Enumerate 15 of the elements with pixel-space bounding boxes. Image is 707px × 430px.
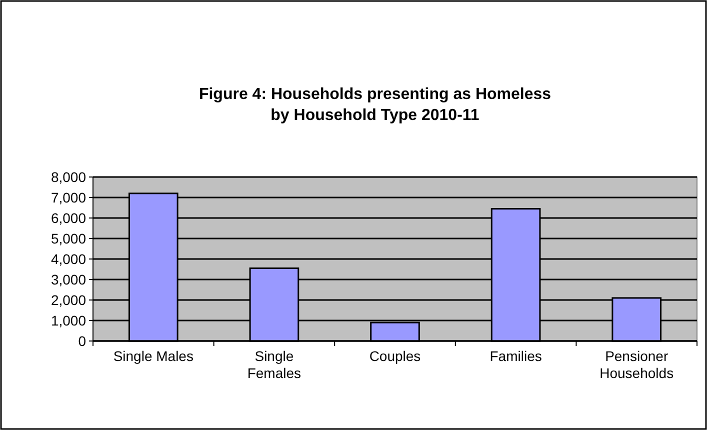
x-tick-label: Couples [369, 348, 421, 364]
y-tick-label: 8,000 [50, 168, 86, 185]
y-tick-label: 6,000 [50, 210, 86, 226]
chart-title: Figure 4: Households presenting as Homeless by Household Type 2010-11 [198, 86, 552, 124]
y-tick-label: 7,000 [50, 189, 86, 206]
y-tick-label: 4,000 [50, 250, 86, 267]
y-tick-label: 1,000 [50, 312, 86, 328]
y-tick-label: 5,000 [50, 230, 86, 246]
y-tick-label: 3,000 [50, 271, 86, 288]
x-tick-label: Single Females [247, 348, 302, 381]
x-tick-label: Pensioner Households [600, 348, 674, 381]
y-tick-label: 2,000 [50, 292, 86, 308]
y-tick-label: 0 [78, 332, 86, 349]
x-tick-label: Families [490, 348, 542, 364]
x-tick-label: Single Males [113, 348, 194, 364]
